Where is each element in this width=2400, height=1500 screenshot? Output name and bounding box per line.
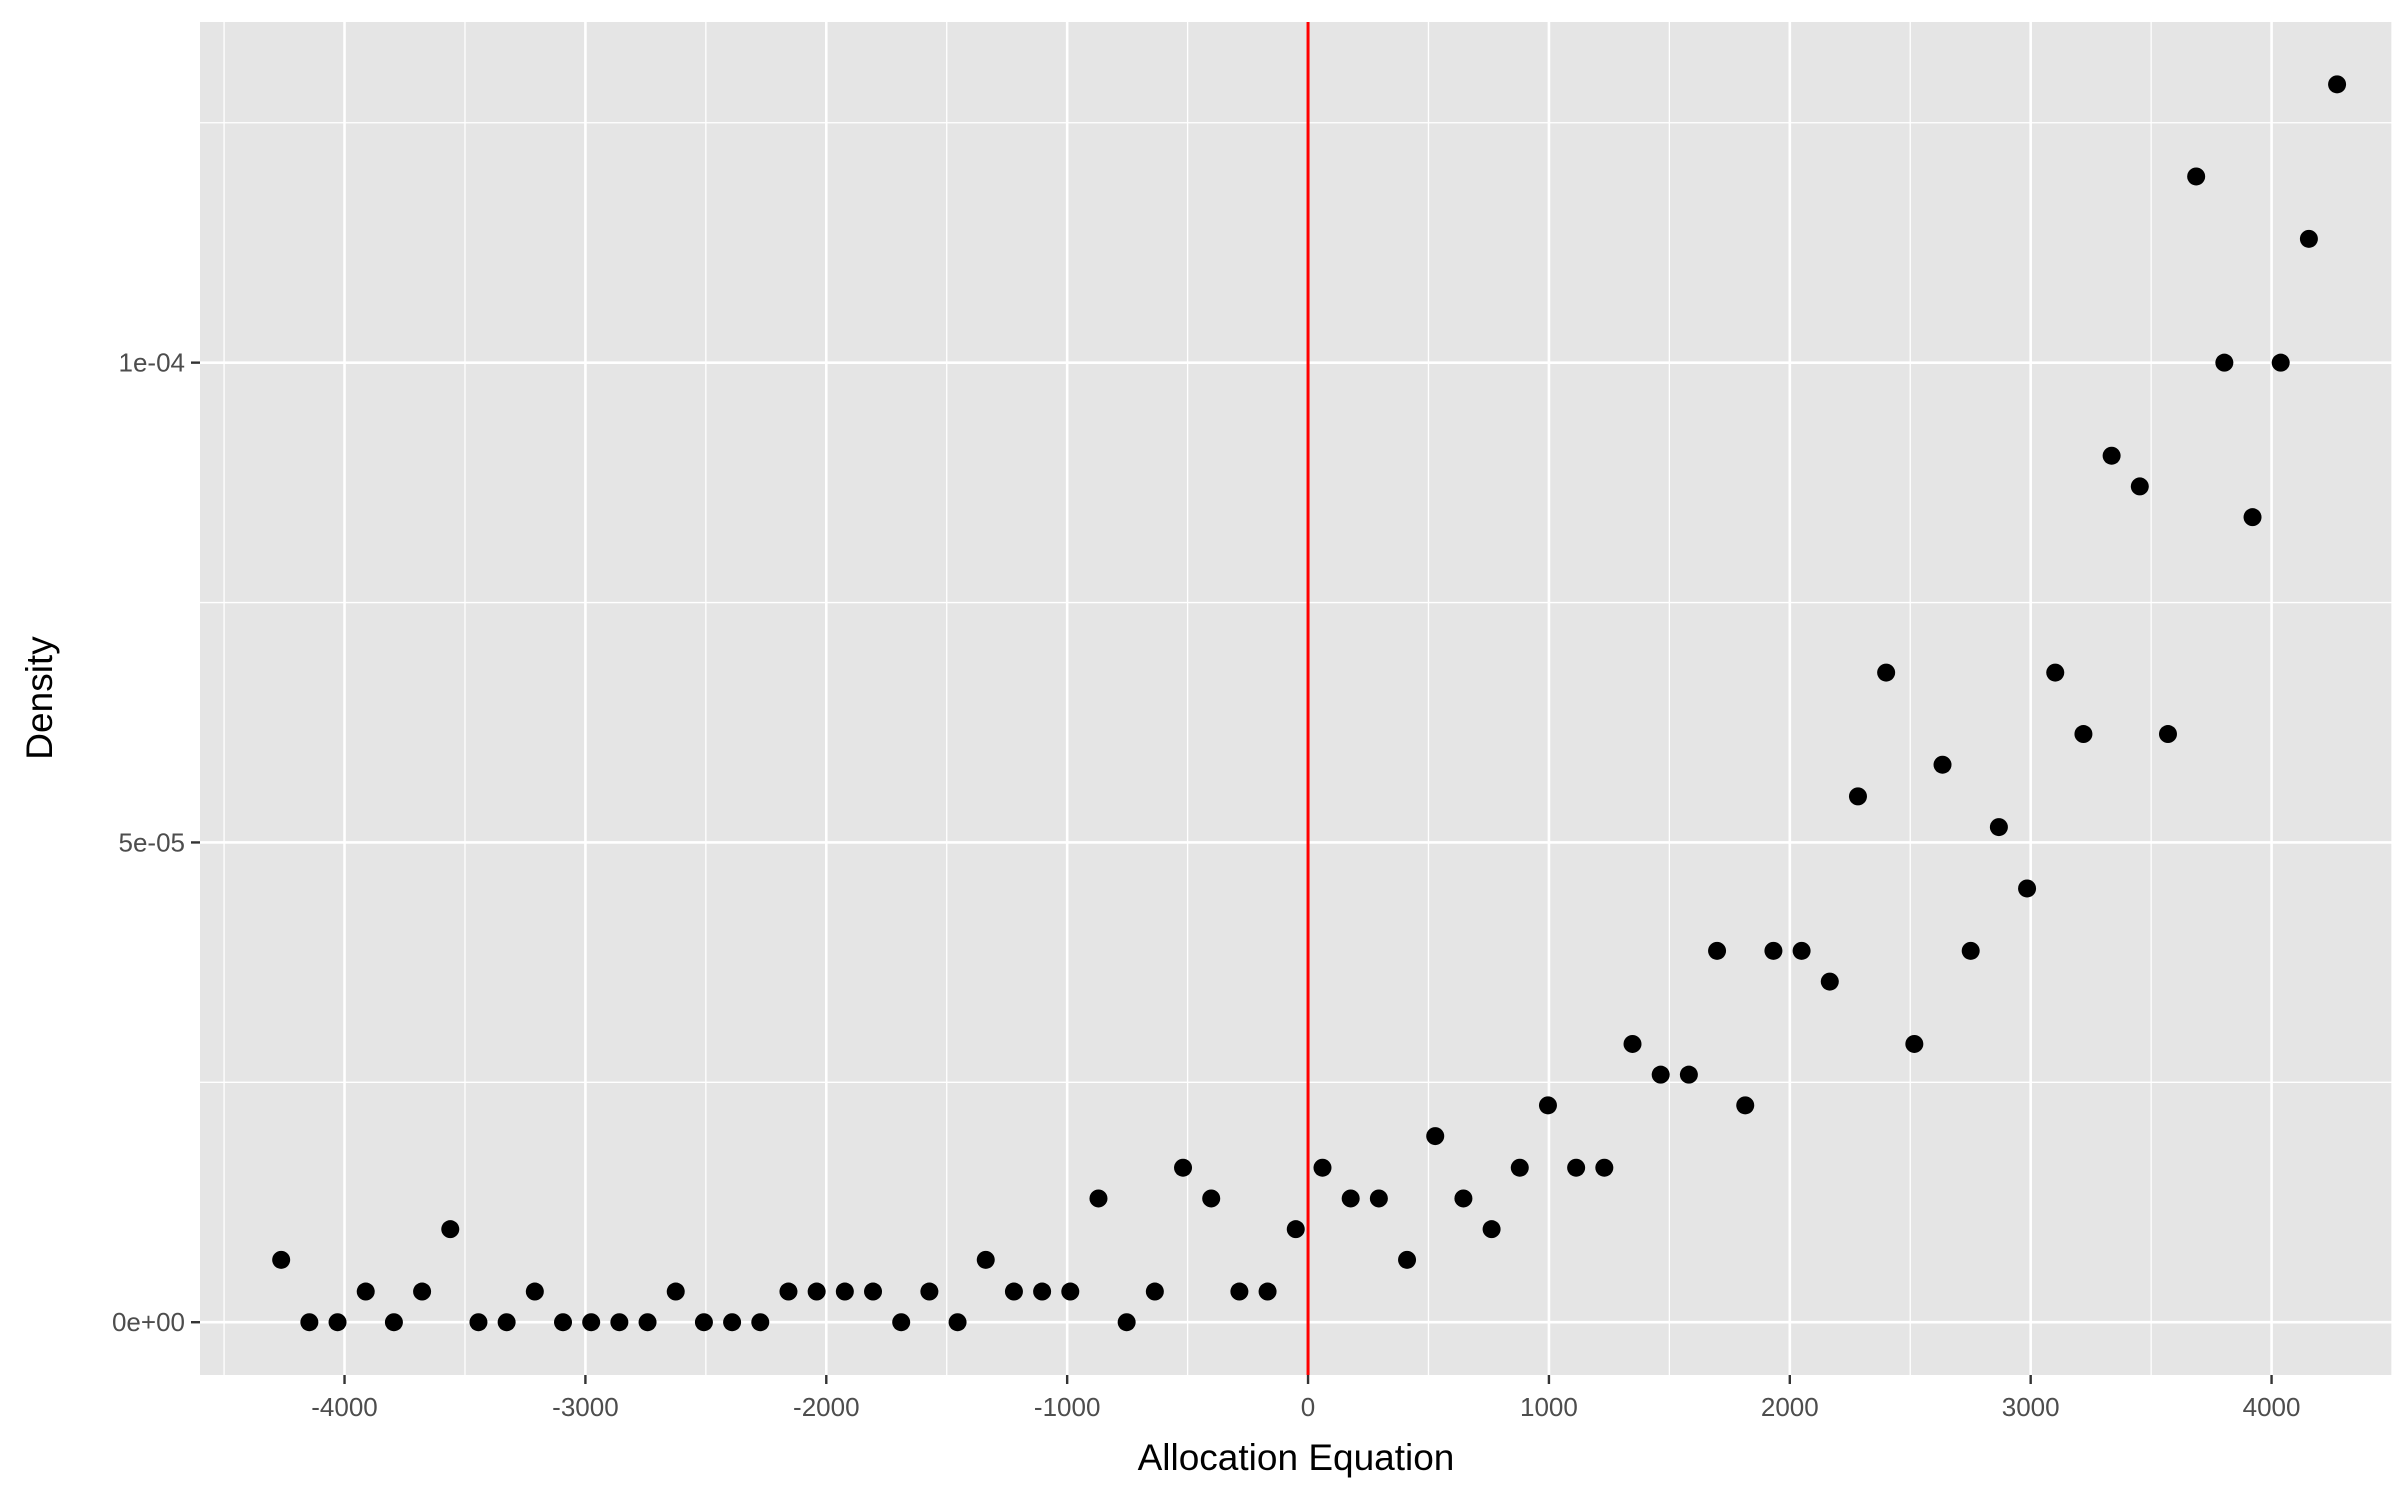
data-point: [1202, 1189, 1221, 1208]
data-point: [469, 1313, 488, 1332]
y-tick-label: 0e+00: [112, 1307, 185, 1337]
data-point: [1905, 1034, 1924, 1053]
x-tick-label: -2000: [793, 1392, 860, 1422]
data-point: [1623, 1034, 1642, 1053]
x-tick-label: -3000: [552, 1392, 619, 1422]
data-point: [1286, 1220, 1305, 1239]
data-point: [2215, 353, 2234, 372]
data-point: [1061, 1282, 1080, 1301]
data-point: [1033, 1282, 1052, 1301]
data-point: [272, 1250, 291, 1269]
data-point: [441, 1220, 460, 1239]
x-tick-label: 4000: [2243, 1392, 2301, 1422]
data-point: [2046, 663, 2065, 682]
data-point: [835, 1282, 854, 1301]
minor-gridlines: [200, 22, 2393, 1375]
data-point: [300, 1313, 319, 1332]
data-point: [1961, 941, 1980, 960]
data-point: [1679, 1065, 1698, 1084]
x-tick-label: -4000: [311, 1392, 378, 1422]
data-point: [1877, 663, 1896, 682]
x-tick-label: 3000: [2002, 1392, 2060, 1422]
x-tick-label: 1000: [1520, 1392, 1578, 1422]
data-point: [2299, 229, 2318, 248]
data-point: [2074, 725, 2093, 744]
data-point: [1595, 1158, 1614, 1177]
data-point: [779, 1282, 798, 1301]
data-point: [694, 1313, 713, 1332]
data-point: [497, 1313, 516, 1332]
data-point: [328, 1313, 347, 1332]
data-point: [554, 1313, 573, 1332]
data-point: [1369, 1189, 1388, 1208]
data-point: [1792, 941, 1811, 960]
data-point: [2328, 75, 2347, 94]
data-point: [2102, 446, 2121, 465]
data-point: [1426, 1127, 1445, 1146]
data-point: [1820, 972, 1839, 991]
data-point: [2158, 725, 2177, 744]
y-tick-label: 1e-04: [119, 348, 186, 378]
x-tick-label: -1000: [1034, 1392, 1101, 1422]
data-point: [1989, 818, 2008, 837]
data-point: [1651, 1065, 1670, 1084]
data-point: [2187, 167, 2206, 186]
data-point: [1567, 1158, 1586, 1177]
data-point: [948, 1313, 967, 1332]
data-point: [1174, 1158, 1193, 1177]
data-point: [1230, 1282, 1249, 1301]
data-point: [1341, 1189, 1360, 1208]
data-point: [525, 1282, 544, 1301]
data-point: [920, 1282, 939, 1301]
data-point: [666, 1282, 685, 1301]
data-point: [582, 1313, 601, 1332]
data-point: [1764, 941, 1783, 960]
data-point: [356, 1282, 375, 1301]
panel-background: [200, 22, 2392, 1375]
data-point: [1848, 787, 1867, 806]
data-point: [1258, 1282, 1277, 1301]
data-point: [892, 1313, 911, 1332]
x-tick-label: 2000: [1761, 1392, 1819, 1422]
data-point: [1117, 1313, 1136, 1332]
y-axis-title: Density: [19, 636, 60, 760]
data-point: [1538, 1096, 1557, 1115]
data-point: [1313, 1158, 1332, 1177]
data-point: [2130, 477, 2149, 496]
data-point: [2243, 508, 2262, 527]
data-point: [1482, 1220, 1501, 1239]
data-points: [272, 75, 2347, 1332]
data-point: [1145, 1282, 1164, 1301]
x-axis-title: Allocation Equation: [1138, 1437, 1455, 1478]
x-tick-label: 0: [1301, 1392, 1315, 1422]
data-point: [1736, 1096, 1755, 1115]
data-point: [610, 1313, 629, 1332]
data-point: [1398, 1250, 1417, 1269]
data-point: [1004, 1282, 1023, 1301]
data-point: [1933, 755, 1952, 774]
data-point: [638, 1313, 657, 1332]
data-point: [413, 1282, 432, 1301]
data-point: [384, 1313, 403, 1332]
data-point: [807, 1282, 826, 1301]
data-point: [2271, 353, 2290, 372]
data-point: [1708, 941, 1727, 960]
data-point: [1454, 1189, 1473, 1208]
y-tick-label: 5e-05: [119, 827, 186, 857]
data-point: [1510, 1158, 1529, 1177]
data-point: [723, 1313, 742, 1332]
data-point: [751, 1313, 770, 1332]
data-point: [976, 1250, 995, 1269]
data-point: [864, 1282, 883, 1301]
x-axis: -4000 -3000 -2000 -1000 0 1000 2000 3000 4000: [311, 1375, 2300, 1422]
y-axis: 0e+00 5e-05 1e-04: [112, 348, 200, 1337]
data-point: [1089, 1189, 1108, 1208]
data-point: [2018, 879, 2037, 898]
